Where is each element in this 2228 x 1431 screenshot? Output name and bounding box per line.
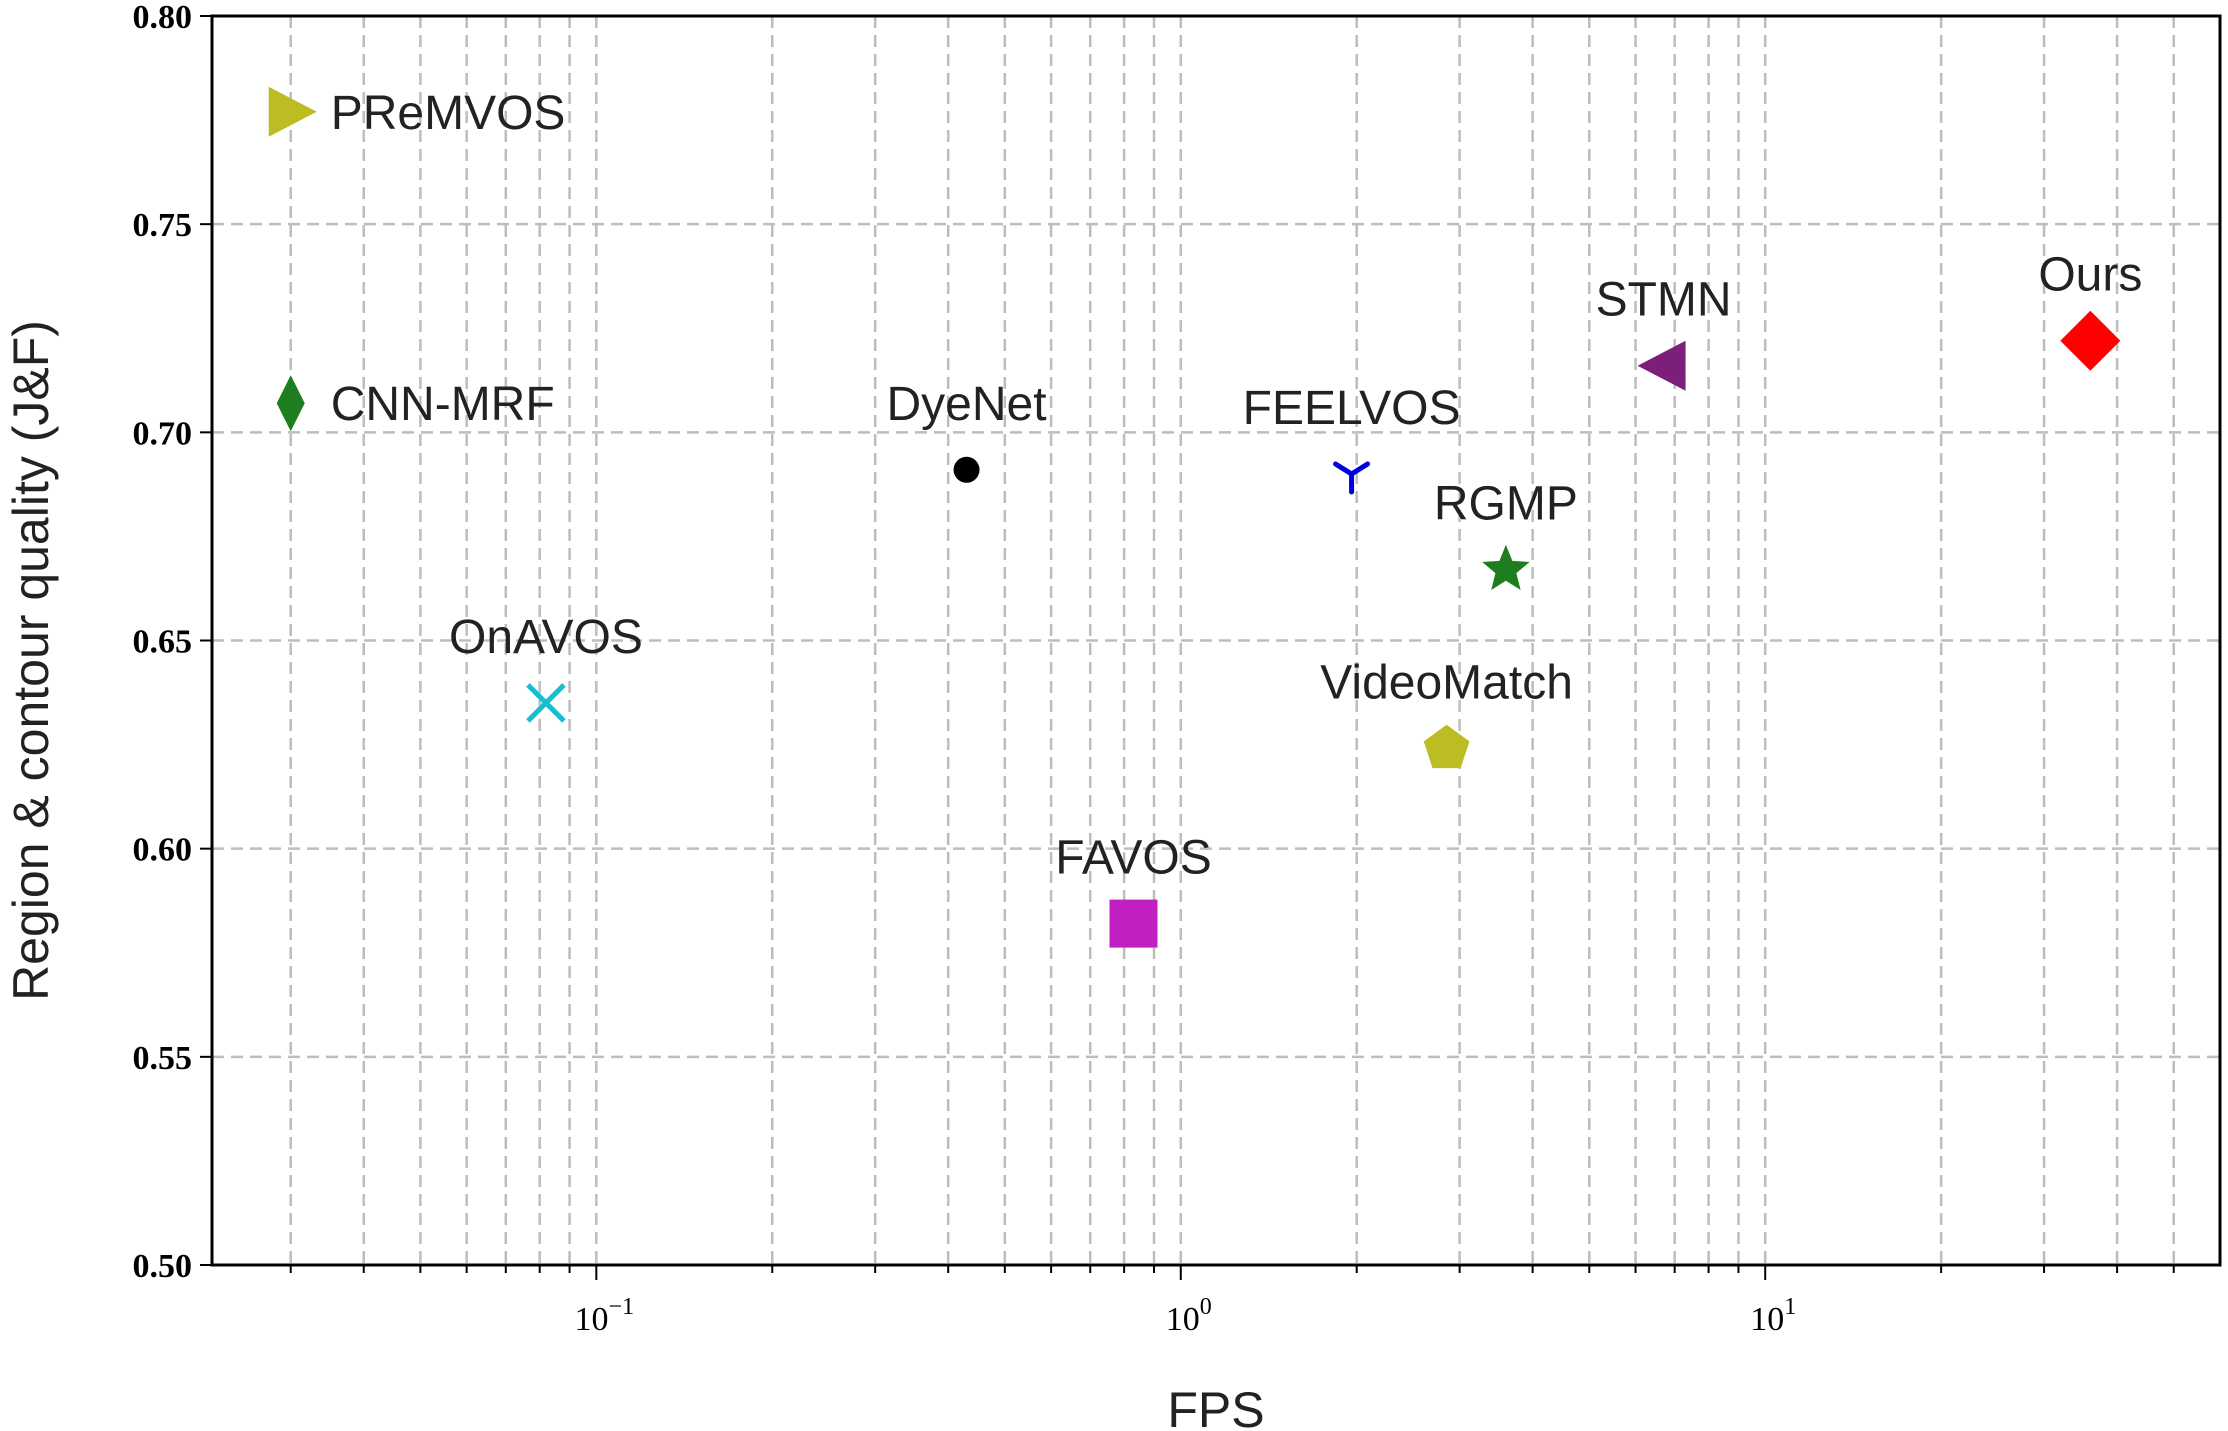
- point-label-videomatch: VideoMatch: [1320, 657, 1573, 710]
- pentagon-shape: [1423, 724, 1470, 769]
- star-shape: [1482, 544, 1530, 590]
- circle-shape: [953, 456, 980, 483]
- marker-dyenet: [953, 456, 980, 483]
- grid-lines: [212, 16, 2220, 1265]
- point-label-stmn: STMN: [1596, 274, 1732, 327]
- x-shape: [526, 683, 566, 723]
- point-label-premvos: PReMVOS: [331, 87, 566, 140]
- y-tick-label: 0.75: [133, 207, 193, 244]
- x-tick-label: 101: [1750, 1294, 1796, 1338]
- point-label-favos: FAVOS: [1055, 832, 1212, 885]
- y-tick-label: 0.70: [133, 415, 193, 452]
- point-label-onavos: OnAVOS: [449, 611, 643, 664]
- y-tick-label: 0.50: [133, 1248, 193, 1285]
- point-label-feelvos: FEELVOS: [1243, 382, 1461, 435]
- x-axis-title: FPS: [1167, 1382, 1264, 1431]
- x-tick-label: 10−1: [575, 1294, 635, 1338]
- tri-down-shape: [1333, 461, 1371, 495]
- marker-rgmp: [1482, 544, 1530, 590]
- data-points: PReMVOS CNN-MRF OnAVOS DyeNet FAVOS FEELVOS RG…: [268, 86, 2142, 948]
- marker-onavos: [526, 683, 566, 723]
- point-label-rgmp: RGMP: [1434, 478, 1578, 531]
- y-tick-label: 0.60: [133, 832, 193, 869]
- x-tick-label: 100: [1166, 1294, 1212, 1338]
- y-tick-label: 0.55: [133, 1040, 193, 1077]
- y-tick-label: 0.65: [133, 624, 193, 661]
- triangle-shape: [268, 86, 317, 137]
- marker-videomatch: [1423, 724, 1470, 769]
- y-tick-label: 0.80: [133, 0, 193, 36]
- point-label-dyenet: DyeNet: [887, 378, 1047, 431]
- thin-diamond-shape: [276, 375, 305, 432]
- axis-ticks: 0.50 0.55 0.60 0.65 0.70 0.75 0.80 10−1 100 101: [133, 0, 2175, 1338]
- marker-premvos: [268, 86, 317, 137]
- marker-cnn-mrf: [276, 375, 305, 432]
- point-label-ours: Ours: [2038, 249, 2142, 302]
- marker-favos: [1109, 899, 1158, 948]
- diamond-shape: [2060, 310, 2121, 371]
- marker-stmn: [1637, 340, 1686, 391]
- y-axis-title: Region & contour quality (J&F): [3, 320, 59, 1001]
- point-label-cnn-mrf: CNN-MRF: [331, 378, 555, 431]
- triangle-shape: [1637, 340, 1686, 391]
- square-shape: [1109, 899, 1158, 948]
- marker-feelvos: [1333, 461, 1371, 495]
- marker-ours: [2060, 310, 2121, 371]
